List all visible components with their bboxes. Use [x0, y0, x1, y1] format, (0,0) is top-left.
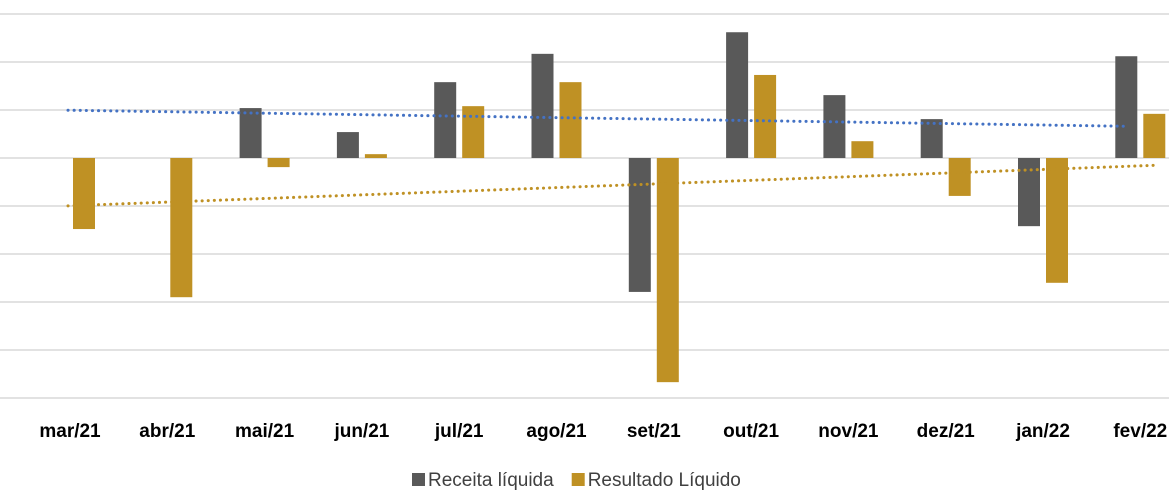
x-tick-label: dez/21	[917, 421, 976, 442]
bar	[336, 132, 359, 158]
x-tick-label: set/21	[627, 421, 681, 442]
legend-swatch	[571, 473, 585, 486]
bar	[559, 82, 582, 158]
x-tick-label: ago/21	[526, 421, 587, 442]
bar	[434, 82, 457, 158]
trendline	[66, 163, 1156, 208]
x-tick-label: mar/21	[39, 421, 101, 442]
bar	[1018, 158, 1040, 227]
bar	[823, 95, 846, 158]
bar	[628, 158, 651, 292]
bar	[462, 106, 485, 158]
bar	[1046, 158, 1068, 283]
bar	[948, 158, 971, 196]
bar	[656, 158, 679, 383]
x-tick-label: out/21	[723, 421, 779, 442]
bar	[1143, 113, 1166, 158]
bar	[364, 154, 387, 158]
bar	[726, 32, 749, 158]
x-tick-label: abr/21	[139, 421, 195, 442]
x-tick-label: mai/21	[235, 421, 295, 442]
bar	[754, 74, 777, 158]
bar	[267, 158, 290, 168]
bar	[531, 53, 554, 159]
x-tick-label: jan/22	[1015, 421, 1070, 442]
bar	[239, 108, 262, 158]
bar	[73, 158, 95, 230]
bar	[1115, 56, 1138, 158]
bar	[170, 158, 193, 298]
trendline	[66, 108, 1128, 128]
legend-label: Receita líquida	[428, 470, 554, 491]
x-tick-label: fev/22	[1113, 421, 1167, 442]
legend-swatch	[412, 473, 425, 486]
x-tick-label: jul/21	[434, 421, 484, 442]
bar	[920, 119, 943, 158]
legend-label: Resultado Líquido	[588, 470, 741, 491]
x-tick-label: nov/21	[818, 421, 879, 442]
bar	[851, 141, 874, 158]
x-tick-label: jun/21	[333, 421, 389, 442]
